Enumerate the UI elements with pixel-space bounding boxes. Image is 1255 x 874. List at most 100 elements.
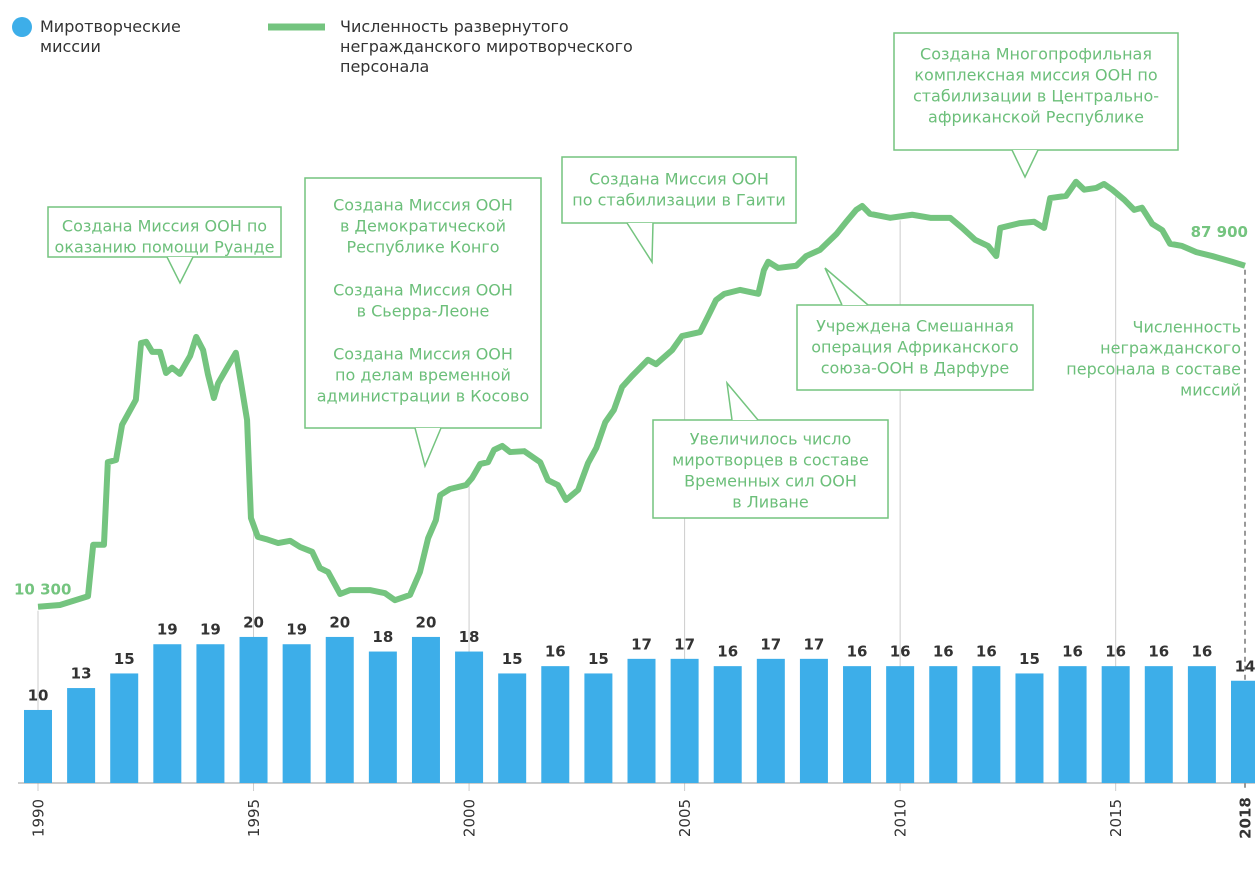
callout-text: комплексная миссия ООН по — [914, 66, 1157, 85]
callout-pointer-fill — [415, 428, 441, 466]
side-note: Численность — [1133, 318, 1242, 337]
bar-label: 16 — [717, 643, 738, 661]
bar — [627, 658, 656, 783]
x-tick-label: 1995 — [245, 799, 263, 837]
callout-text: стабилизации в Центрально- — [913, 87, 1159, 106]
bar-label: 15 — [114, 650, 135, 668]
callout-text: в Ливане — [732, 493, 808, 512]
bar — [929, 666, 958, 783]
bar — [282, 644, 311, 783]
legend-label: Численность развернутого негражданского … — [340, 17, 633, 76]
bar-label: 17 — [631, 635, 652, 653]
x-tick-label: 2018 — [1237, 797, 1255, 839]
callout-text: оказанию помощи Руанде — [55, 238, 275, 257]
x-tick-label: 2005 — [676, 799, 694, 837]
x-tick-label: 1990 — [30, 799, 48, 837]
bar-label: 14 — [1235, 657, 1255, 675]
bar — [1144, 666, 1173, 783]
callout-text: союза-ООН в Дарфуре — [821, 359, 1010, 378]
callout-text: Создана Миссия ООН — [333, 196, 513, 215]
callout-box — [652, 419, 889, 519]
bar — [325, 636, 354, 783]
callout-text: миротворцев в составе — [672, 451, 869, 470]
bar-label: 16 — [1148, 643, 1169, 661]
callout-text: Увеличилось число — [690, 430, 852, 449]
bar — [886, 666, 915, 783]
callout-pointer-fill — [1012, 150, 1038, 177]
callout-pointer — [725, 380, 759, 421]
legend-label: Миротворческие миссии — [40, 17, 181, 56]
bar-label: 16 — [545, 643, 566, 661]
bar — [110, 673, 139, 783]
bar-label: 16 — [1062, 643, 1083, 661]
callout-box — [304, 177, 542, 429]
bar — [1231, 680, 1255, 783]
bar-label: 16 — [976, 643, 997, 661]
callout-pointer — [1011, 149, 1039, 179]
x-tick-label: 2010 — [892, 799, 910, 837]
callout-text: операция Африканского — [811, 338, 1019, 357]
callout-text: Создана Миссия ООН — [589, 170, 769, 189]
bar — [24, 709, 52, 783]
bar-label: 17 — [803, 635, 824, 653]
line-label: 87 900 — [1191, 223, 1248, 241]
callout-box — [796, 304, 1034, 391]
bar-label: 16 — [890, 643, 911, 661]
bar — [1015, 673, 1044, 783]
bar-label: 16 — [933, 643, 954, 661]
side-note: негражданского — [1100, 339, 1241, 358]
bar-label: 16 — [847, 643, 868, 661]
bar-label: 19 — [157, 621, 178, 639]
bar — [584, 673, 613, 783]
bar-label: 20 — [243, 613, 264, 631]
callout-pointer — [824, 267, 869, 306]
bar — [713, 666, 742, 783]
callout-pointer-fill — [167, 257, 193, 283]
callout-text: африканской Республике — [928, 108, 1144, 127]
bar — [455, 651, 484, 783]
bar — [670, 658, 699, 783]
bar — [1058, 666, 1087, 783]
callout-text: Создана Миссия ООН по — [62, 217, 267, 236]
bar-label: 20 — [416, 613, 437, 631]
callout-text: по стабилизации в Гаити — [572, 191, 785, 210]
bar — [1101, 666, 1130, 783]
bar — [411, 636, 440, 783]
callout-text: в Сьерра-Леоне — [357, 302, 490, 321]
bar — [196, 644, 225, 783]
bar-label: 19 — [200, 621, 221, 639]
bar-label: 17 — [674, 635, 695, 653]
bar — [239, 636, 268, 783]
line-label: 10 300 — [14, 580, 71, 598]
callout-text: администрации в Косово — [317, 387, 530, 406]
bar — [799, 658, 828, 783]
callout-text: в Демократической — [340, 217, 506, 236]
bar-label: 18 — [372, 628, 393, 646]
callout-box — [561, 156, 797, 224]
bar — [67, 688, 96, 783]
bar-label: 16 — [1105, 643, 1126, 661]
callout-box — [47, 206, 282, 258]
bar-label: 17 — [760, 635, 781, 653]
bar-label: 19 — [286, 621, 307, 639]
bar-label: 15 — [1019, 650, 1040, 668]
callout-text: Временных сил ООН — [684, 472, 857, 491]
bar — [972, 666, 1001, 783]
side-note: персонала в составе — [1066, 360, 1241, 379]
side-note: миссий — [1180, 381, 1241, 400]
callout-pointer — [166, 256, 194, 285]
bar — [153, 644, 182, 783]
callout-pointer — [414, 427, 442, 469]
callout-text: Создана Многопрофильная — [920, 45, 1152, 64]
bar-label: 18 — [459, 628, 480, 646]
callout-text: Создана Миссия ООН — [333, 345, 513, 364]
legend-swatch-bar — [12, 17, 32, 37]
bar-label: 20 — [329, 613, 350, 631]
x-tick-label: 2015 — [1107, 799, 1125, 837]
callout-pointer — [626, 222, 654, 265]
bar — [368, 651, 397, 783]
bar — [498, 673, 527, 783]
callout-text: Республике Конго — [346, 238, 499, 257]
